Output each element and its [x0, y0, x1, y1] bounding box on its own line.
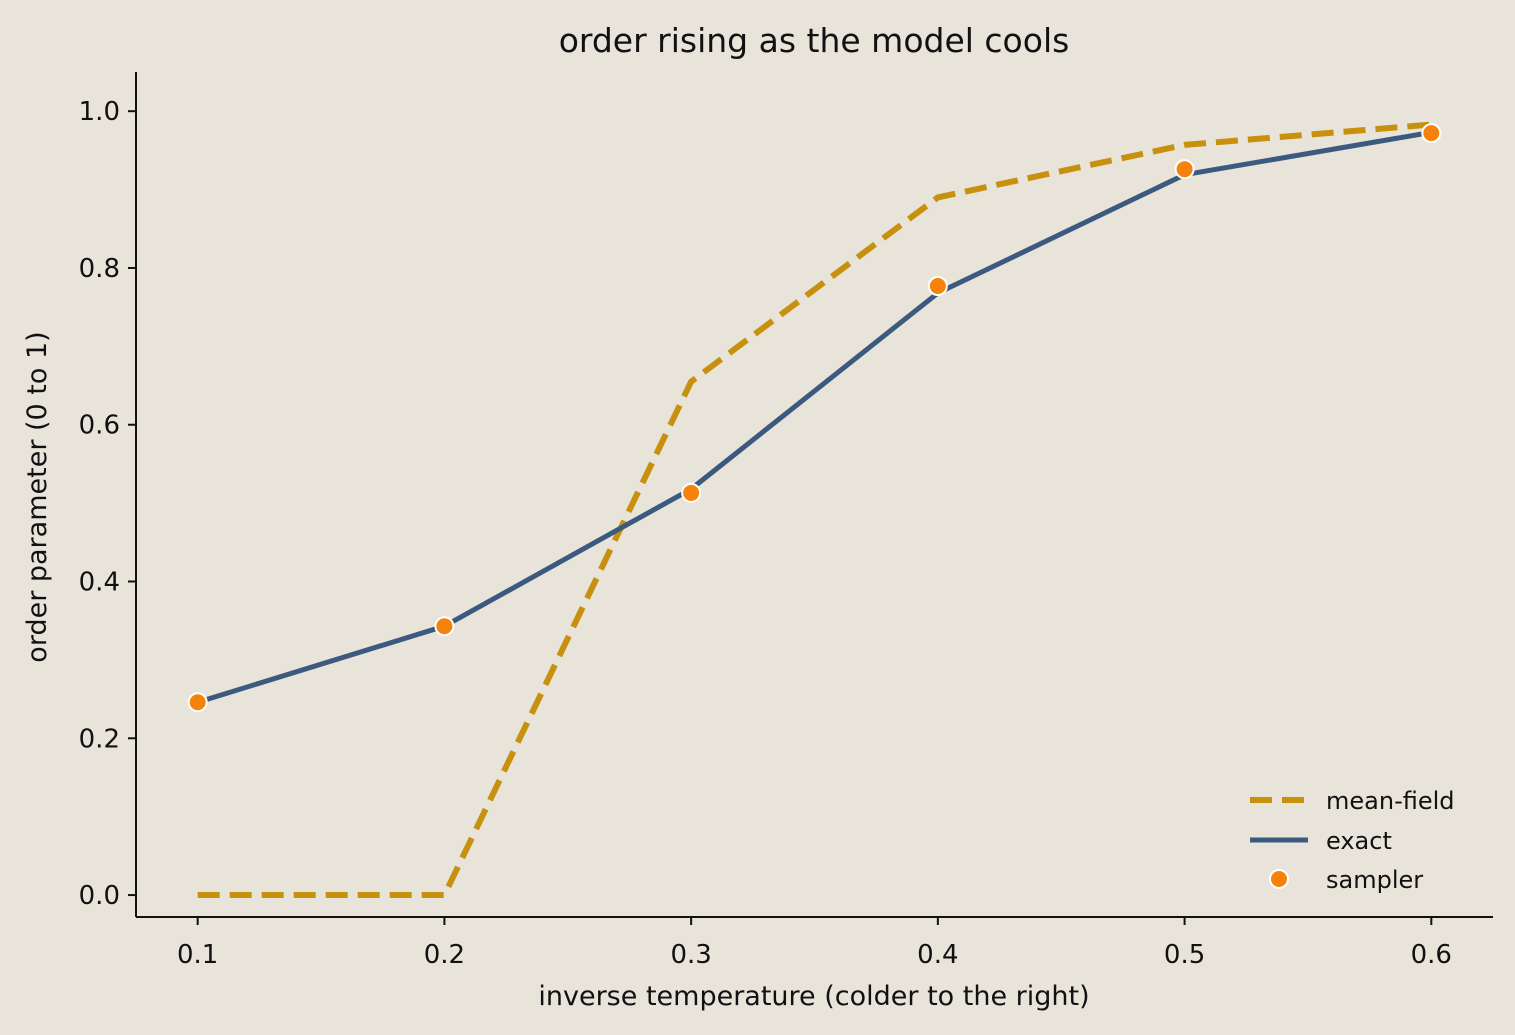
series-line-exact: [196, 129, 1432, 705]
x-tick-label: 0.5: [1164, 940, 1205, 970]
sampler-point: [434, 616, 455, 637]
legend-label-sampler: sampler: [1326, 866, 1423, 894]
sampler-point: [681, 482, 702, 503]
y-tick-label: 0.2: [79, 724, 120, 754]
x-tick-label: 0.6: [1411, 940, 1452, 970]
y-ticks: 0.0 0.2 0.4 0.6 0.8 1.0: [79, 97, 136, 911]
sampler-point: [1174, 159, 1195, 180]
y-tick-label: 0.6: [79, 411, 120, 441]
legend-label-mean-field: mean-field: [1326, 787, 1455, 815]
legend-swatch-sampler: [1269, 869, 1289, 889]
x-tick-label: 0.2: [424, 940, 465, 970]
sampler-point: [927, 275, 948, 296]
sampler-point: [1421, 123, 1442, 144]
x-tick-label: 0.1: [177, 940, 218, 970]
y-tick-label: 0.0: [79, 881, 120, 911]
legend-label-exact: exact: [1326, 827, 1392, 855]
sampler-point: [187, 692, 208, 713]
series-line-mean-field: [197, 121, 1432, 899]
x-axis-label: inverse temperature (colder to the right…: [538, 981, 1089, 1012]
y-tick-label: 1.0: [79, 97, 120, 127]
y-axis-label: order parameter (0 to 1): [22, 331, 53, 662]
legend: mean-field exact sampler: [1250, 787, 1455, 894]
x-tick-label: 0.3: [670, 940, 711, 970]
plot-area: [187, 121, 1442, 899]
y-tick-label: 0.8: [79, 254, 120, 284]
x-ticks: 0.1 0.2 0.3 0.4 0.5 0.6: [177, 917, 1452, 970]
x-tick-label: 0.4: [917, 940, 958, 970]
y-tick-label: 0.4: [79, 568, 120, 598]
chart-title: order rising as the model cools: [559, 21, 1070, 60]
